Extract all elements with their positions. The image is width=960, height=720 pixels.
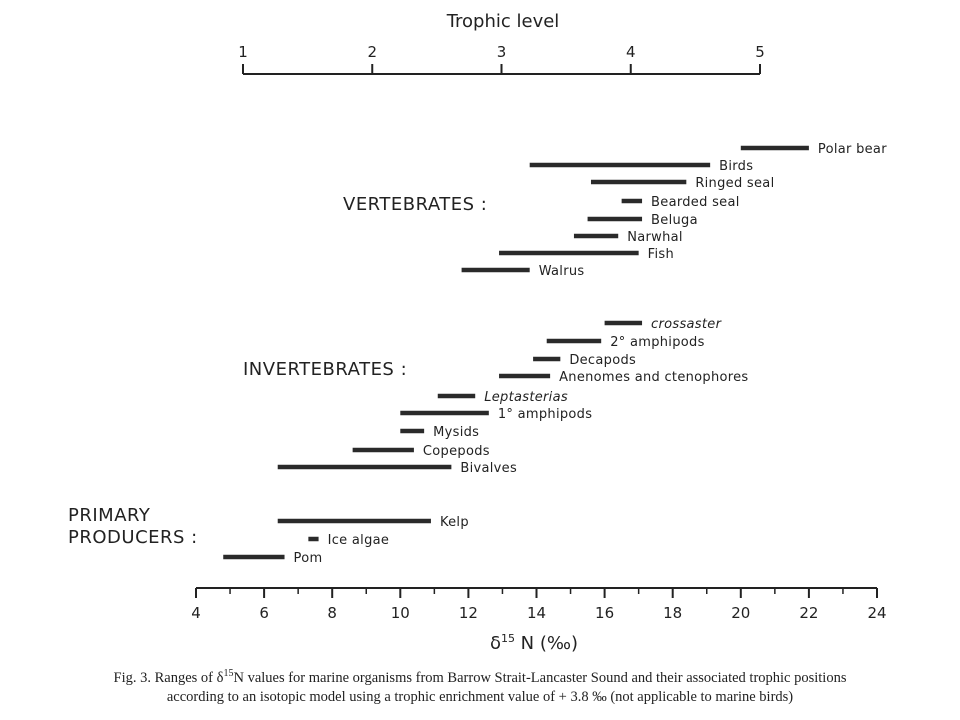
range-label-pom: Pom xyxy=(294,551,323,566)
range-label-mysids: Mysids xyxy=(433,425,479,440)
figure-caption: Fig. 3. Ranges of δ15N values for marine… xyxy=(0,664,960,707)
bottom-tick-label: 12 xyxy=(459,604,478,622)
range-label-walrus: Walrus xyxy=(539,264,585,279)
range-label-ringed-seal: Ringed seal xyxy=(695,176,774,191)
bottom-tick-label: 16 xyxy=(595,604,614,622)
bottom-axis: 4 6 8 10 12 14 16 18 20 22 24 xyxy=(191,587,887,622)
range-label-birds: Birds xyxy=(719,159,753,174)
range-label-anenomes-and-ctenophores: Anenomes and ctenophores xyxy=(559,370,748,385)
range-label-bivalves: Bivalves xyxy=(460,461,517,476)
bottom-tick-label: 24 xyxy=(867,604,886,622)
range-label-polar-bear: Polar bear xyxy=(818,142,887,157)
range-label-decapods: Decapods xyxy=(569,353,636,368)
bottom-tick-label: 20 xyxy=(731,604,750,622)
range-label-leptasterias: Leptasterias xyxy=(484,390,568,405)
range-label-bearded-seal: Bearded seal xyxy=(651,195,740,210)
range-label-narwhal: Narwhal xyxy=(627,230,683,245)
bottom-tick-label: 18 xyxy=(663,604,682,622)
range-label-beluga: Beluga xyxy=(651,213,698,228)
top-axis-title: Trophic level xyxy=(446,11,560,32)
top-axis: 1 2 3 4 5 xyxy=(238,43,765,75)
top-tick-label: 5 xyxy=(755,43,765,61)
range-label-fish: Fish xyxy=(648,247,674,262)
group-label-vertebrates: VERTEBRATES : xyxy=(343,194,487,215)
top-tick-label: 3 xyxy=(497,43,507,61)
range-bars: Polar bear Birds Ringed seal Bearded seal Be… xyxy=(223,142,887,566)
top-tick-label: 4 xyxy=(626,43,636,61)
bottom-tick-label: 22 xyxy=(799,604,818,622)
range-label-crossaster: crossaster xyxy=(651,317,723,332)
group-label-invertebrates: INVERTEBRATES : xyxy=(243,359,407,380)
bottom-tick-label: 6 xyxy=(259,604,269,622)
group-label-producers: PRODUCERS : xyxy=(68,527,198,548)
bottom-tick-label: 8 xyxy=(327,604,337,622)
bottom-tick-label: 10 xyxy=(391,604,410,622)
range-label-ice-algae: Ice algae xyxy=(328,533,390,548)
range-label-1-amphipods: 1° amphipods xyxy=(498,407,592,422)
bottom-tick-label: 14 xyxy=(527,604,546,622)
range-label-2-amphipods: 2° amphipods xyxy=(610,335,704,350)
top-tick-label: 2 xyxy=(367,43,377,61)
top-tick-label: 1 xyxy=(238,43,248,61)
caption-line-2: according to an isotopic model using a t… xyxy=(166,688,794,705)
bottom-tick-label: 4 xyxy=(191,604,201,622)
group-label-primary: PRIMARY xyxy=(68,505,151,526)
range-label-copepods: Copepods xyxy=(423,444,490,459)
bottom-axis-title: δ15 N (‰) xyxy=(490,632,578,654)
caption-line-1: Fig. 3. Ranges of δ15N values for marine… xyxy=(113,668,847,686)
range-label-kelp: Kelp xyxy=(440,515,469,530)
